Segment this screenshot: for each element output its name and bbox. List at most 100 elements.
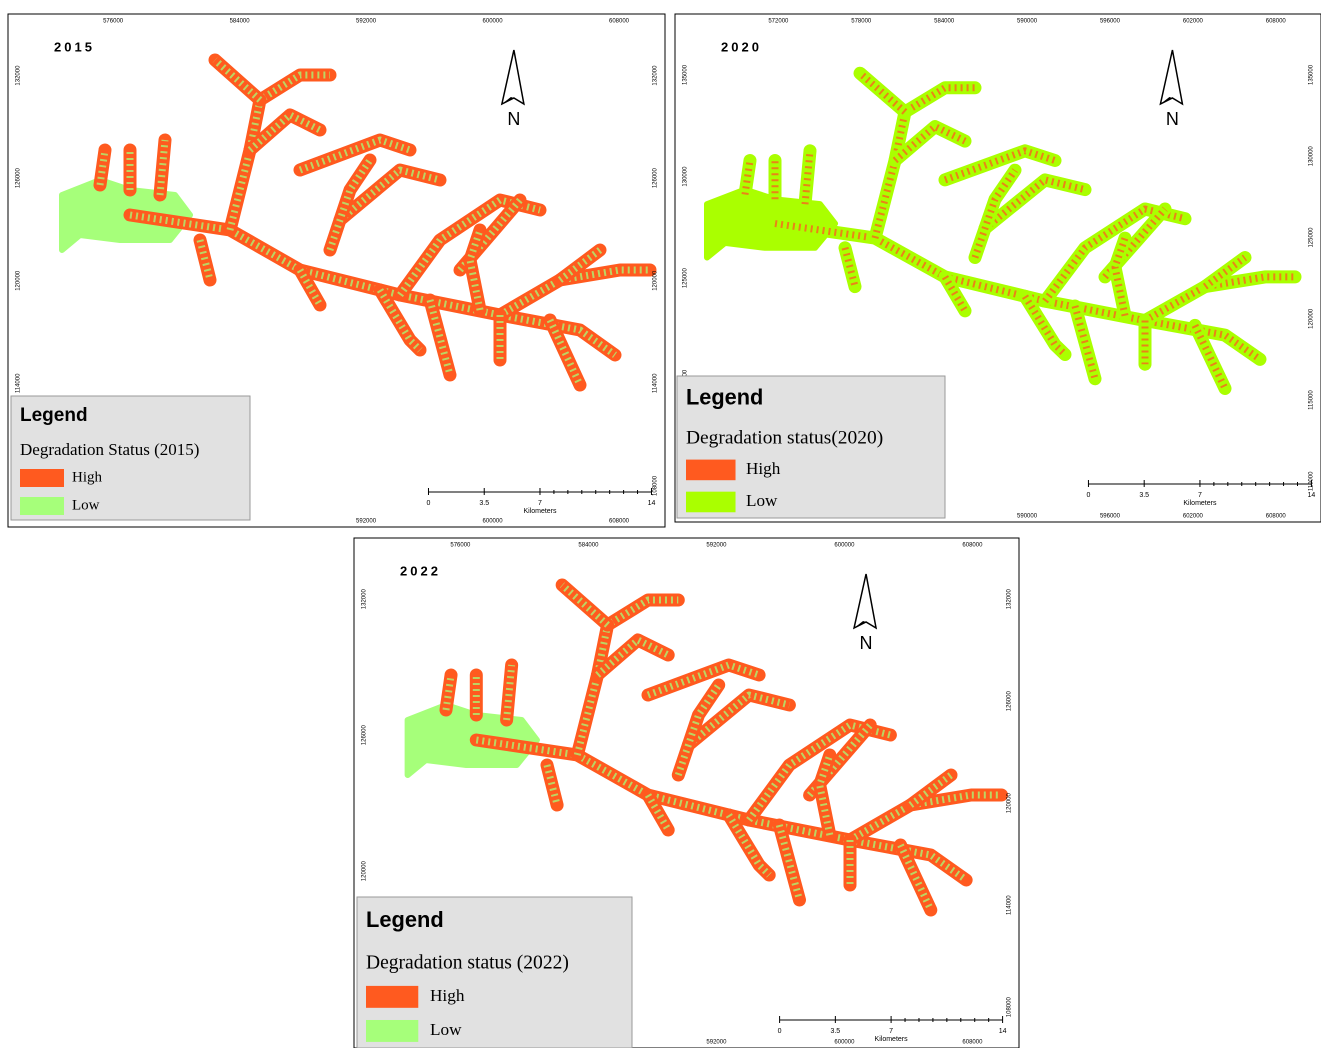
river-speckle (466, 228, 484, 311)
right-coord: 125000 (1309, 227, 1315, 248)
left-coord: 132000 (16, 65, 22, 86)
bottom-coord: 600000 (483, 519, 504, 525)
river-speckle (1143, 273, 1295, 324)
river-branch (798, 144, 817, 211)
river-branch (641, 658, 766, 702)
scale-unit: Kilometers (523, 508, 557, 515)
top-coord: 608000 (1266, 19, 1287, 25)
bottom-coord: 592000 (356, 519, 377, 525)
top-coord: 590000 (1017, 19, 1038, 25)
legend-item-label: High (746, 459, 781, 478)
right-coord: 120000 (653, 270, 659, 291)
right-coord: 130000 (1309, 146, 1315, 167)
river-speckle (982, 176, 1086, 232)
right-coord: 135000 (1309, 64, 1315, 85)
legend-item-label: Low (746, 491, 778, 510)
left-coord: 120000 (16, 270, 22, 291)
river-speckle (686, 691, 791, 748)
river-branch (323, 153, 377, 257)
river-branch (439, 668, 458, 717)
top-coord: 602000 (1183, 19, 1204, 25)
scale-label: 0 (427, 500, 431, 507)
left-coord: 135000 (683, 64, 689, 85)
right-coord: 114000 (1007, 895, 1013, 915)
bottom-coord: 590000 (1017, 514, 1038, 520)
top-coord: 584000 (230, 19, 251, 25)
top-coord: 584000 (578, 543, 599, 549)
scale-unit: Kilometers (1183, 500, 1217, 507)
river-branch (671, 678, 726, 782)
legend-subtitle: Degradation Status (2015) (20, 440, 199, 459)
top-coord: 596000 (1100, 19, 1121, 25)
left-coord: 126000 (362, 725, 368, 746)
year-label: 2020 (721, 39, 762, 54)
map-panel: 2020 N 572000 578000 584000 590000 596000 60200… (674, 13, 1321, 523)
year-label: 2015 (54, 39, 95, 54)
river-branch (243, 108, 327, 157)
right-coord: 108000 (1007, 997, 1013, 1018)
legend-subtitle: Degradation status(2020) (686, 427, 883, 448)
right-coord: 115000 (1309, 390, 1315, 410)
scale-label: 0 (778, 1028, 782, 1035)
left-coord: 132000 (362, 589, 368, 610)
north-arrow-fill (1160, 97, 1173, 104)
legend-item-label: High (430, 986, 465, 1005)
north-arrow-fill (854, 621, 867, 628)
legend-subtitle: Degradation status (2022) (366, 952, 569, 973)
legend-item-label: High (72, 469, 103, 485)
river-speckle (775, 824, 803, 901)
top-coord: 576000 (450, 543, 471, 549)
left-coord: 114000 (16, 373, 22, 393)
river-speckle (129, 211, 618, 358)
right-coord: 126000 (653, 167, 659, 188)
legend-swatch (366, 1019, 419, 1042)
river-speckle (644, 793, 672, 832)
river-branch (543, 313, 587, 392)
river-speckle (943, 147, 1057, 184)
bottom-coord: 600000 (834, 1040, 855, 1046)
right-coord: 114000 (653, 373, 659, 393)
river-speckle (1202, 254, 1248, 290)
scale-label: 3.5 (830, 1028, 840, 1035)
map-panel: 2022 N 576000 584000 592000 600000 608000 59200… (353, 537, 1020, 1048)
bottom-coord: 596000 (1100, 514, 1121, 520)
top-coord: 608000 (609, 19, 630, 25)
legend-swatch (366, 985, 419, 1008)
top-coord: 572000 (768, 19, 789, 25)
river-speckle (971, 168, 1018, 259)
bottom-coord: 592000 (706, 1040, 727, 1046)
year-label: 2022 (400, 563, 441, 578)
scale-label: 7 (1198, 492, 1202, 499)
map-panel: 2015 N 576000 584000 592000 600000 608000 59200… (7, 13, 666, 528)
river-branch (153, 133, 172, 202)
north-arrow-fill (501, 97, 514, 104)
right-coord: 132000 (653, 65, 659, 86)
river-branch (843, 788, 1008, 847)
legend-item-label: Low (430, 1020, 462, 1039)
legend-title: Legend (686, 385, 763, 410)
top-coord: 600000 (834, 543, 855, 549)
river-speckle (298, 136, 412, 174)
river-branch (894, 838, 938, 917)
river-speckle (212, 57, 263, 103)
river-speckle (1071, 305, 1099, 380)
bottom-coord: 602000 (1183, 514, 1204, 520)
river-branch (591, 633, 675, 682)
scale-label: 7 (538, 500, 542, 507)
river-branch (500, 658, 519, 727)
top-coord: 592000 (706, 543, 727, 549)
river-branch (1188, 318, 1232, 395)
right-coord: 108000 (653, 475, 659, 496)
top-coord: 576000 (103, 19, 124, 25)
river-speckle (941, 275, 969, 313)
river-speckle (725, 813, 772, 878)
river-branch (738, 154, 757, 201)
river-speckle (543, 764, 561, 806)
river-speckle (1042, 205, 1186, 304)
legend-swatch (20, 497, 64, 515)
top-coord: 592000 (356, 19, 377, 25)
river-branch (93, 143, 112, 192)
north-label: N (1166, 109, 1179, 129)
left-coord: 126000 (16, 167, 22, 188)
